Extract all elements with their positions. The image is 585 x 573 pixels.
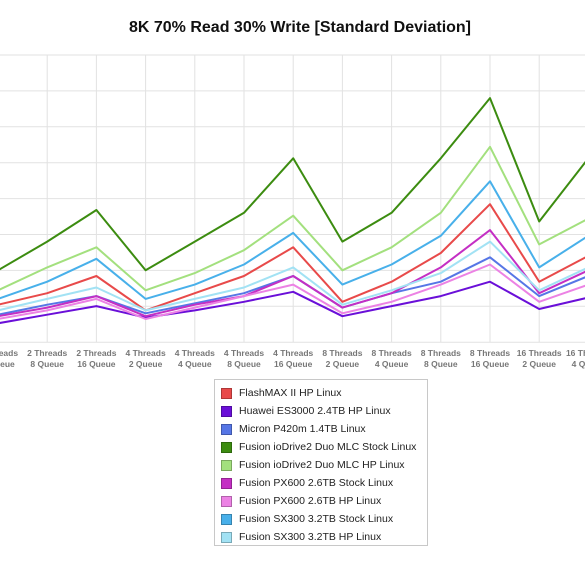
series-line-7 (0, 263, 585, 320)
legend: FlashMAX II HP Linux Huawei ES3000 2.4TB … (214, 379, 428, 546)
x-tick-label: 2 Threads 8 Queue (27, 348, 67, 369)
legend-swatch (221, 423, 232, 435)
legend-swatch (221, 513, 232, 525)
legend-label: Fusion ioDrive2 Duo MLC Stock Linux (239, 441, 417, 453)
x-tick-label: 8 Threads 16 Queue (470, 348, 510, 369)
legend-item: FlashMAX II HP Linux (221, 384, 427, 402)
gridlines (0, 54, 585, 343)
x-tick-label: 4 Threads 16 Queue (273, 348, 313, 369)
legend-swatch (221, 477, 232, 489)
series-line-5 (0, 145, 585, 292)
legend-item: Fusion SX300 3.2TB HP Linux (221, 528, 427, 546)
legend-swatch (221, 387, 232, 399)
legend-label: Huawei ES3000 2.4TB HP Linux (239, 405, 391, 417)
legend-item: Huawei ES3000 2.4TB HP Linux (221, 402, 427, 420)
legend-item: Fusion ioDrive2 Duo MLC HP Linux (221, 456, 427, 474)
x-tick-label: 4 Threads 2 Queue (126, 348, 166, 369)
legend-item: Fusion PX600 2.6TB Stock Linux (221, 474, 427, 492)
series-line-6 (0, 229, 585, 318)
series-line-2 (0, 280, 585, 324)
series-lines (0, 97, 585, 324)
legend-item: Fusion SX300 3.2TB Stock Linux (221, 510, 427, 528)
x-tick-label: 4 Threads 8 Queue (224, 348, 264, 369)
x-tick-label: 8 Threads 8 Queue (421, 348, 461, 369)
legend-swatch (221, 405, 232, 417)
legend-swatch (221, 459, 232, 471)
legend-label: Fusion PX600 2.6TB Stock Linux (239, 477, 394, 489)
series-line-9 (0, 240, 585, 312)
x-tick-label: 4 Threads 4 Queue (175, 348, 215, 369)
legend-label: Fusion ioDrive2 Duo MLC HP Linux (239, 459, 405, 471)
x-tick-label: 8 Threads 2 Queue (322, 348, 362, 369)
chart-title: 8K 70% Read 30% Write [Standard Deviatio… (128, 19, 472, 36)
series-line-4 (0, 97, 585, 272)
legend-item: Micron P420m 1.4TB Linux (221, 420, 427, 438)
legend-swatch (221, 441, 232, 453)
x-tick-label: 2 Threads 16 Queue (76, 348, 116, 369)
series-line-1 (0, 203, 585, 312)
x-tick-label: 8 Threads 4 Queue (372, 348, 412, 369)
legend-item: Fusion ioDrive2 Duo MLC Stock Linux (221, 438, 427, 456)
x-tick-label: 16 Threads 2 Queue (517, 348, 562, 369)
legend-swatch (221, 495, 232, 507)
legend-label: Fusion PX600 2.6TB HP Linux (239, 495, 382, 507)
legend-label: Fusion SX300 3.2TB HP Linux (239, 531, 382, 543)
legend-label: FlashMAX II HP Linux (239, 387, 342, 399)
series-line-8 (0, 180, 585, 300)
legend-label: Fusion SX300 3.2TB Stock Linux (239, 513, 394, 525)
legend-item: Fusion PX600 2.6TB HP Linux (221, 492, 427, 510)
legend-swatch (221, 531, 232, 543)
legend-label: Micron P420m 1.4TB Linux (239, 423, 366, 435)
